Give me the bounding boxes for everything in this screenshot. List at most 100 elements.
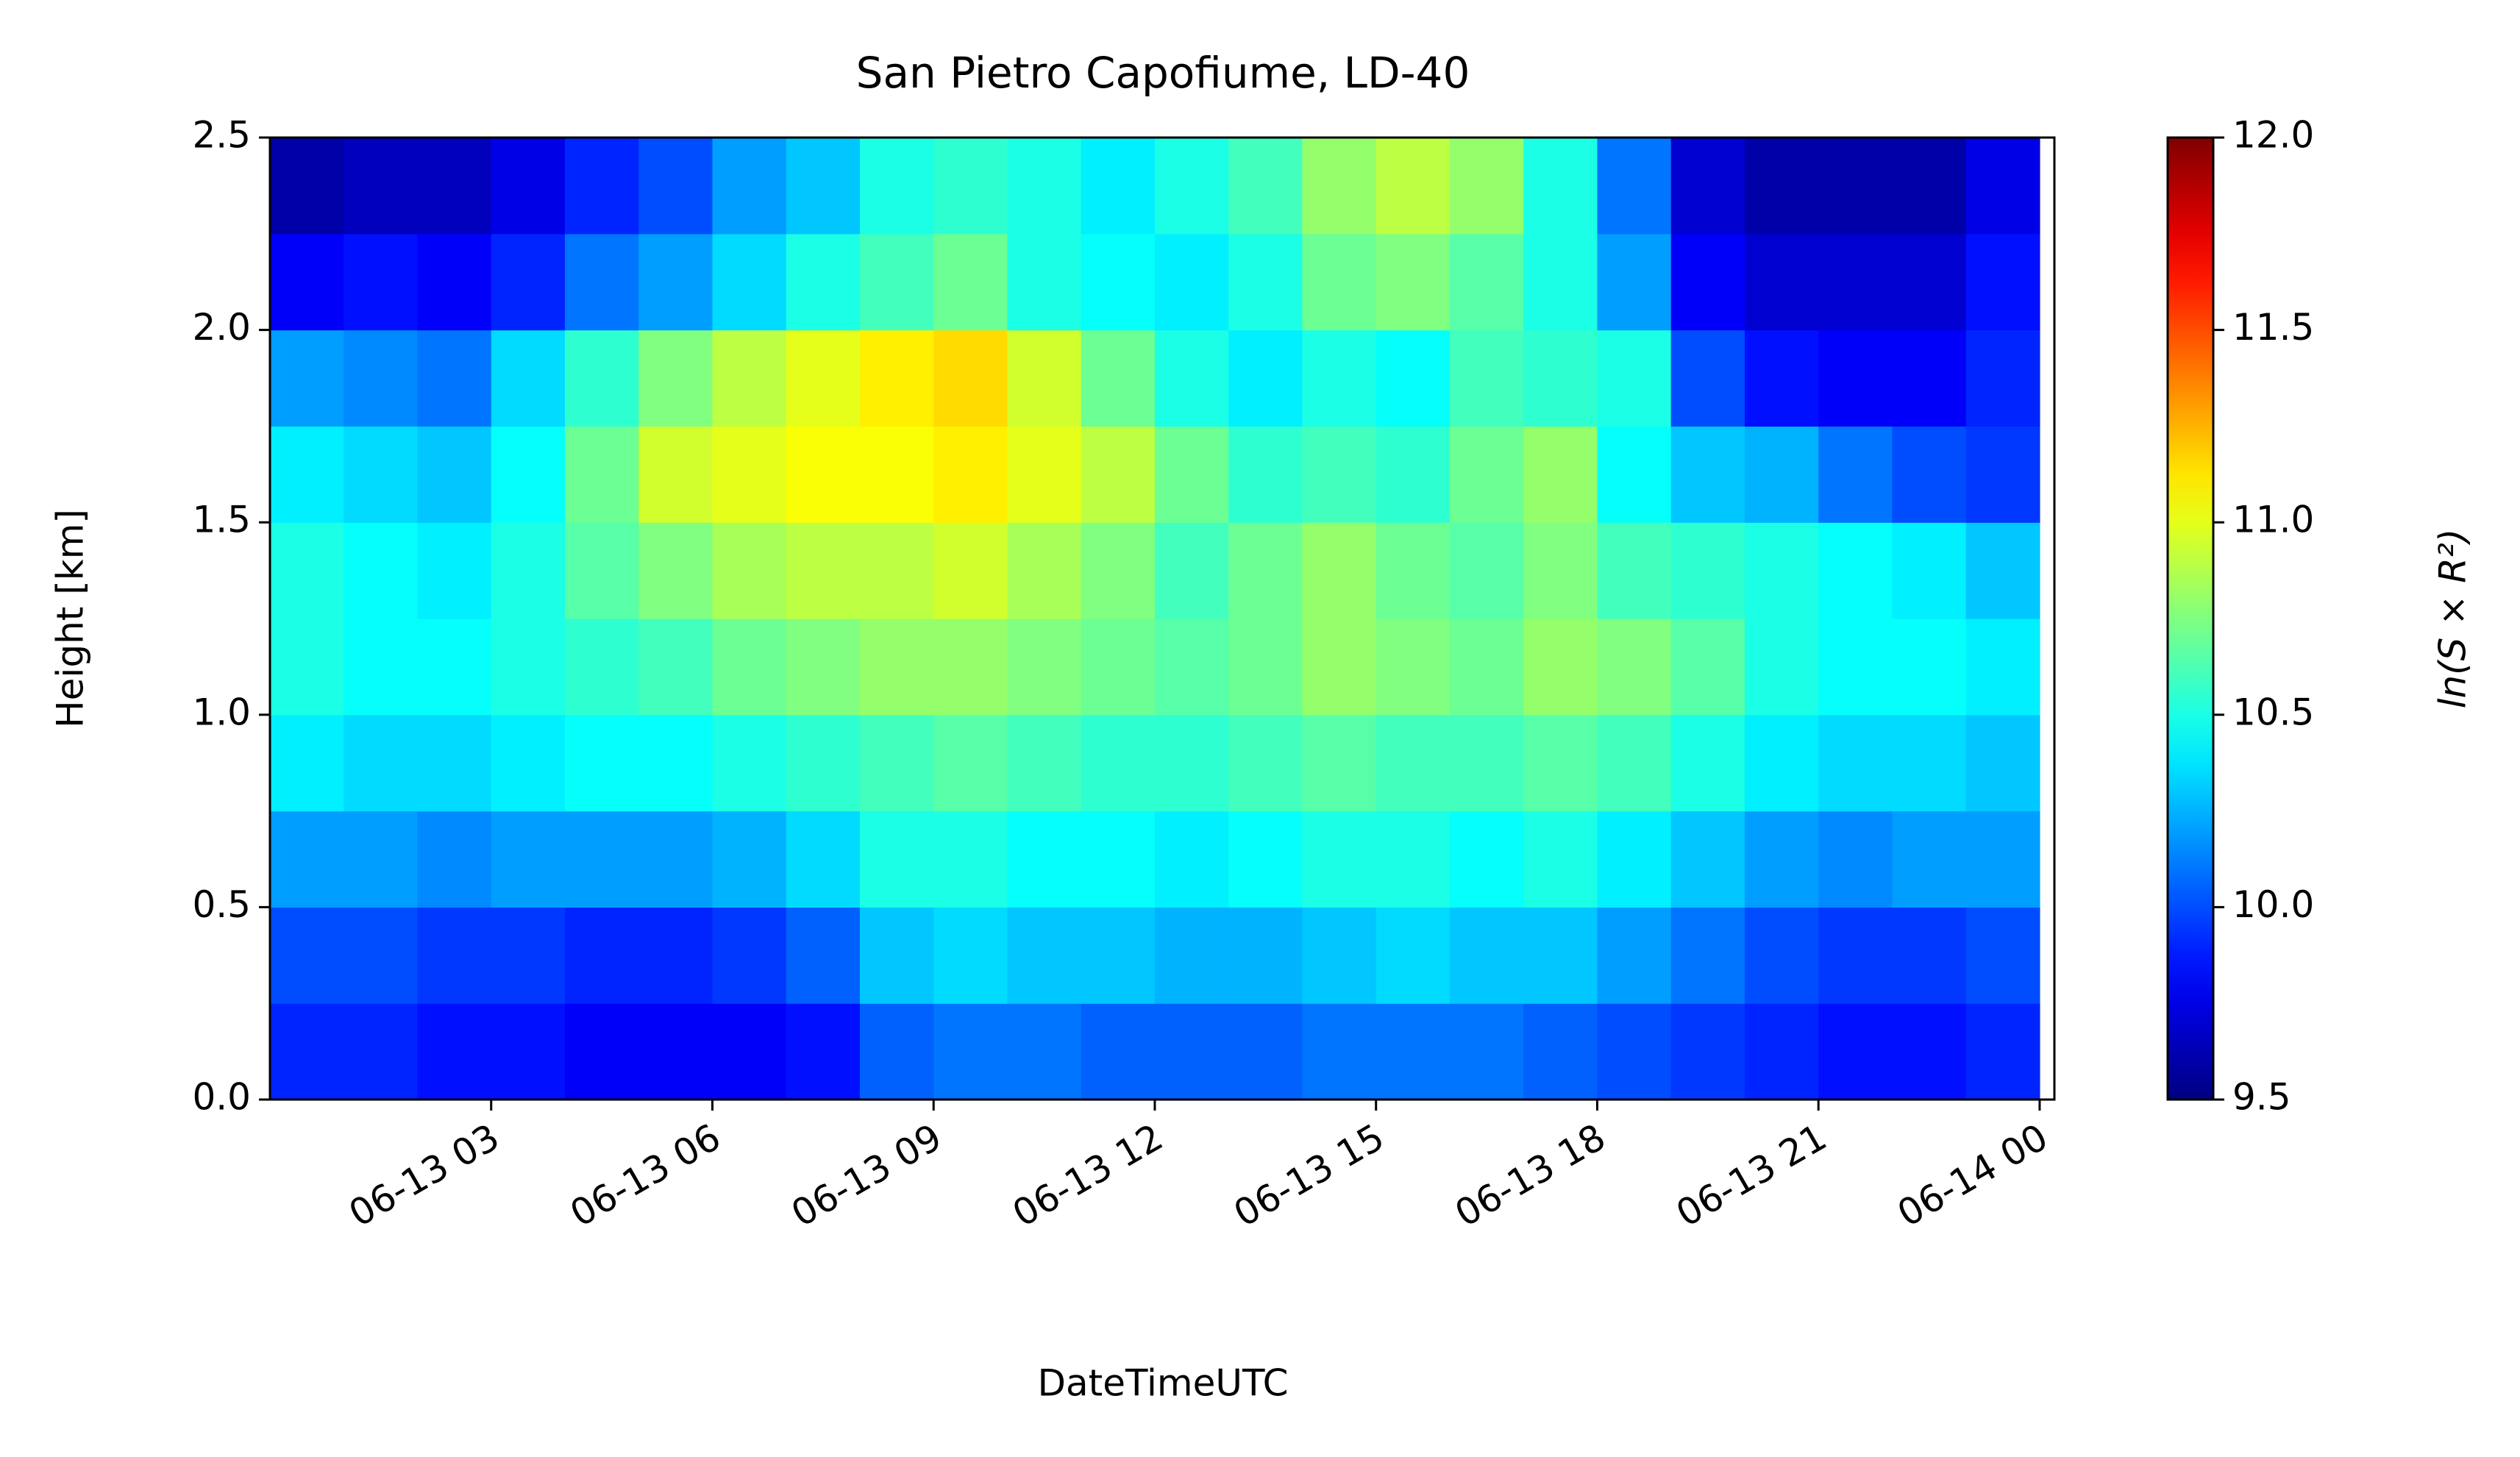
heatmap-cell	[638, 811, 713, 908]
heatmap-cell	[1892, 329, 1967, 427]
heatmap-cell	[417, 138, 492, 235]
heatmap-cell	[638, 426, 713, 523]
heatmap-cell	[417, 233, 492, 331]
heatmap-cell	[1670, 714, 1745, 812]
heatmap-cell	[1744, 233, 1819, 331]
heatmap-cell	[1154, 619, 1229, 716]
heatmap-cell	[638, 907, 713, 1004]
heatmap-cell	[1670, 138, 1745, 235]
heatmap-cell	[1302, 619, 1377, 716]
x-axis-label: DateTimeUTC	[1038, 1362, 1289, 1405]
colorbar-tick-label: 10.5	[2232, 691, 2314, 733]
heatmap-cell	[1670, 233, 1745, 331]
heatmap-cell	[1965, 233, 2040, 331]
y-tick-label: 0.0	[192, 1076, 251, 1119]
heatmap-cell	[344, 233, 419, 331]
heatmap-cell	[1670, 522, 1745, 619]
heatmap-cell	[786, 619, 861, 716]
heatmap-cell	[344, 619, 419, 716]
heatmap-cell	[1744, 426, 1819, 523]
heatmap-cell	[417, 811, 492, 908]
colorbar-tick-label: 11.0	[2232, 499, 2314, 541]
heatmap-cell	[1892, 522, 1967, 619]
heatmap-cell	[1597, 811, 1672, 908]
x-tick-label: 06-13 03	[342, 1116, 507, 1236]
heatmap-cell	[270, 329, 344, 427]
colorbar-tick-label: 9.5	[2232, 1076, 2291, 1119]
heatmap-cell	[417, 522, 492, 619]
heatmap-cell	[1523, 714, 1598, 812]
heatmap-cell	[344, 138, 419, 235]
heatmap-cell	[1744, 619, 1819, 716]
heatmap-cell	[712, 233, 787, 331]
heatmap-cell	[712, 907, 787, 1004]
heatmap-cell	[1154, 233, 1229, 331]
heatmap-cell	[1449, 714, 1524, 812]
heatmap-cell	[1375, 522, 1451, 619]
heatmap-cell	[712, 619, 787, 716]
heatmap-cell	[933, 619, 1008, 716]
heatmap-cell	[1375, 426, 1451, 523]
heatmap-cell	[1007, 811, 1082, 908]
y-tick-label: 1.0	[192, 691, 251, 733]
heatmap-cell	[1818, 138, 1893, 235]
heatmap-cell	[1154, 522, 1229, 619]
heatmap-cell	[1081, 1003, 1156, 1100]
heatmap-cell	[638, 329, 713, 427]
heatmap-cell	[712, 426, 787, 523]
heatmap-cell	[1818, 907, 1893, 1004]
heatmap-cell	[344, 426, 419, 523]
heatmap-cell	[933, 426, 1008, 523]
heatmap-cell	[270, 907, 344, 1004]
heatmap-cell	[564, 138, 639, 235]
y-tick-label: 1.5	[192, 499, 251, 541]
heatmap-cell	[1965, 907, 2040, 1004]
heatmap-cell	[344, 1003, 419, 1100]
heatmap-cell	[1154, 329, 1229, 427]
heatmap-cell	[1818, 329, 1893, 427]
heatmap-cell	[1081, 233, 1156, 331]
heatmap-cell	[1375, 714, 1451, 812]
heatmap-cell	[1523, 811, 1598, 908]
heatmap-cell	[1523, 1003, 1598, 1100]
heatmap-cell	[933, 329, 1008, 427]
heatmap-cell	[1302, 1003, 1377, 1100]
heatmap-cell	[1228, 907, 1303, 1004]
heatmap-cell	[933, 233, 1008, 331]
heatmap-cell	[1597, 1003, 1672, 1100]
heatmap-cell	[1228, 233, 1303, 331]
heatmap-cell	[1081, 714, 1156, 812]
heatmap-cell	[786, 233, 861, 331]
heatmap-cell	[1154, 714, 1229, 812]
heatmap-cell	[491, 138, 566, 235]
heatmap-cell	[1670, 426, 1745, 523]
heatmap-cell	[270, 1003, 344, 1100]
heatmap-cell	[1154, 426, 1229, 523]
heatmap-cell	[491, 522, 566, 619]
heatmap-cell	[1597, 426, 1672, 523]
heatmap-cell	[1597, 907, 1672, 1004]
heatmap-cell	[786, 522, 861, 619]
heatmap-cell	[1818, 1003, 1893, 1100]
heatmap-cell	[712, 522, 787, 619]
heatmap-cell	[933, 714, 1008, 812]
heatmap-cell	[1670, 329, 1745, 427]
heatmap-cell	[564, 907, 639, 1004]
heatmap-cell	[1449, 907, 1524, 1004]
heatmap-cell	[1449, 138, 1524, 235]
colorbar-label: ln(S × R²)	[2432, 529, 2474, 709]
heatmap-cell	[417, 329, 492, 427]
heatmap-cell	[1007, 907, 1082, 1004]
heatmap-cell	[1965, 329, 2040, 427]
heatmap-cell	[417, 619, 492, 716]
heatmap-cell	[1818, 233, 1893, 331]
heatmap-cell	[1302, 233, 1377, 331]
heatmap-cell	[1597, 619, 1672, 716]
heatmap-cell	[491, 1003, 566, 1100]
heatmap-cell	[1892, 138, 1967, 235]
heatmap-cell	[491, 619, 566, 716]
x-tick-label: 06-13 21	[1669, 1116, 1834, 1236]
heatmap-cell	[1965, 619, 2040, 716]
heatmap-cell	[1892, 811, 1967, 908]
heatmap-cell	[638, 714, 713, 812]
